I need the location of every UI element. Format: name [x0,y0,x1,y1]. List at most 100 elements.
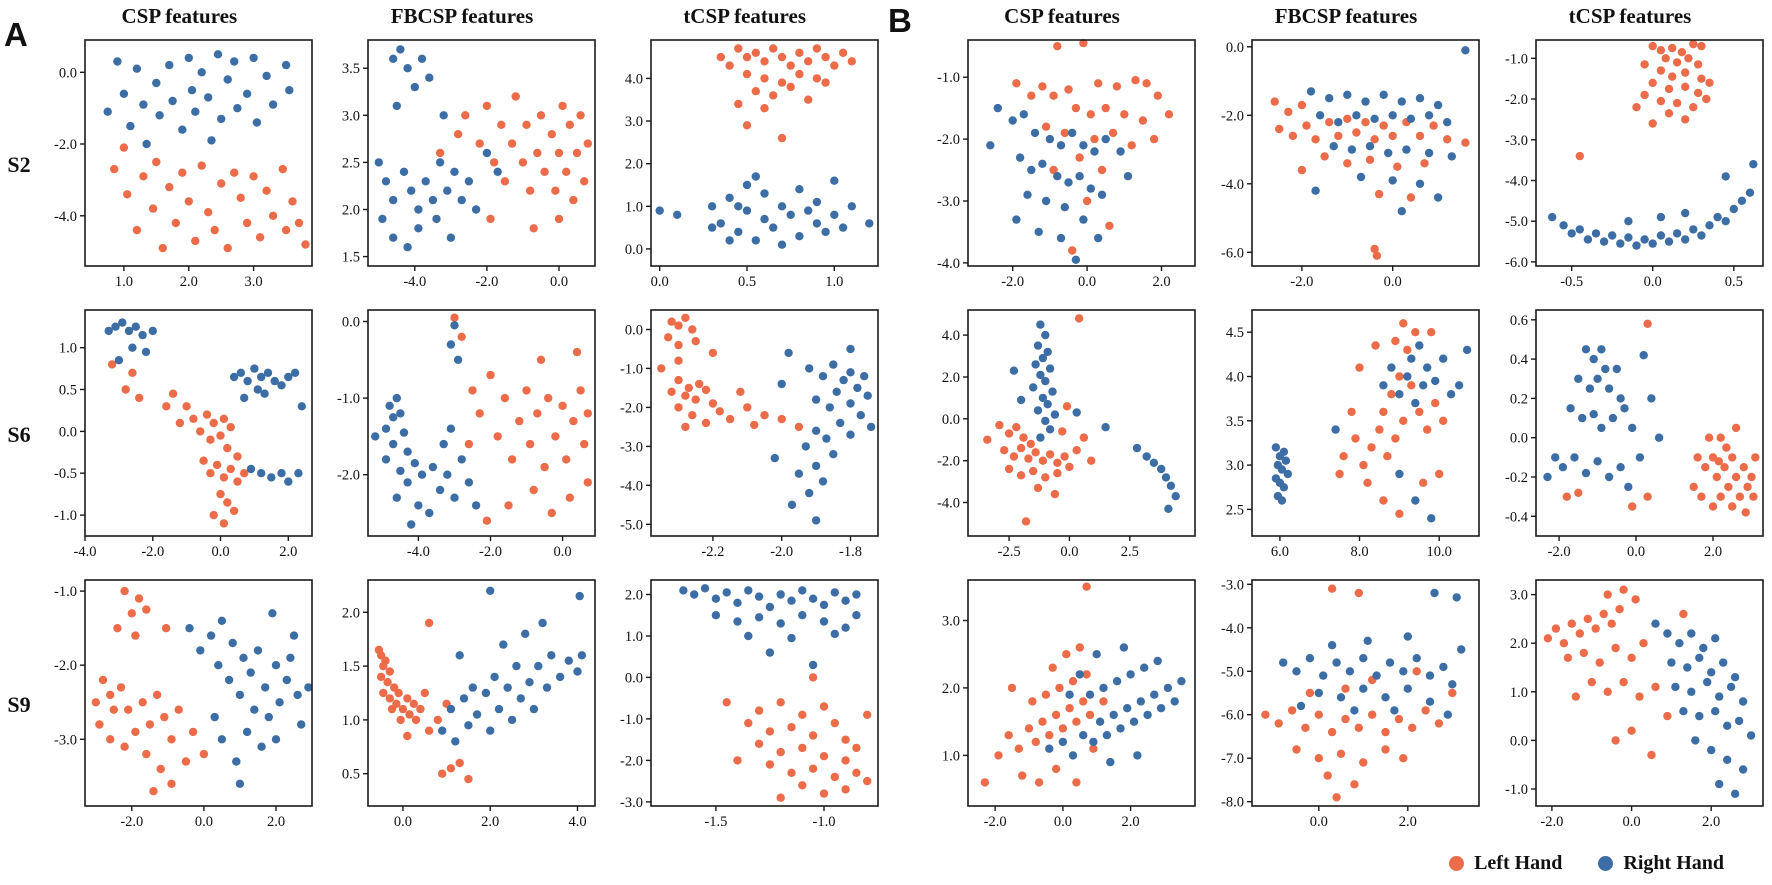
data-point [1024,724,1034,733]
x-tick-label: 2.0 [1704,544,1722,560]
data-point [500,393,510,403]
data-point [1713,212,1722,222]
data-point [1452,593,1461,602]
data-point [1415,407,1424,417]
data-point [765,760,774,769]
data-point [406,186,416,195]
data-point [742,403,752,412]
data-point [125,326,134,336]
data-point [1281,456,1291,465]
data-point [786,82,795,92]
data-point [482,516,492,525]
data-point [1343,90,1352,99]
data-point [1131,76,1140,85]
data-point [1397,97,1406,106]
data-point [983,435,992,444]
scatter-plot-a-s2-tcsp: 0.0 0.5 1.0 0.0 1.0 2.0 3.0 4.0 [603,30,886,300]
data-point [120,89,129,98]
data-point [768,91,778,100]
data-point [493,432,502,441]
data-point [1448,688,1457,698]
data-point [497,120,506,129]
y-tick-label: -2.0 [620,400,643,416]
data-point [174,705,184,714]
data-point [663,333,673,342]
data-point [1336,749,1346,758]
data-point [165,182,174,192]
data-point [583,409,592,418]
x-tick-label: 0.0 [1310,814,1328,830]
data-point [1735,492,1745,501]
data-point [451,737,460,746]
data-point [1563,653,1573,662]
data-point [551,432,560,441]
data-point [1279,483,1289,492]
data-point [1271,443,1281,452]
data-point [1094,79,1103,88]
data-point [1615,605,1624,614]
data-point [1048,387,1057,396]
y-tick-label: -4.0 [620,478,643,494]
data-point [689,590,699,599]
data-point [1597,423,1606,433]
data-point [1099,697,1108,706]
data-point [253,118,262,127]
data-point [847,202,856,211]
data-point [138,330,148,340]
data-point [794,48,804,57]
data-point [1608,231,1617,240]
scatter-plot-b-s9-fbcsp: 0.0 2.0 -3.0 -4.0 -5.0 -6.0 -7.0 -8.0 [1204,570,1488,840]
data-point [1604,472,1614,482]
data-point [536,355,546,364]
data-point [1446,390,1456,399]
data-point [417,54,427,63]
scatter-plot-a-s9-tcsp: -1.5 -1.0 2.0 1.0 0.0 -1.0 -2.0 -3.0 [603,570,886,840]
data-point [376,672,386,682]
y-tick-label: -2.0 [337,468,360,484]
data-point [680,422,690,432]
data-point [1031,360,1040,369]
data-point [482,148,492,158]
data-point [1632,241,1641,250]
data-point [841,623,850,632]
data-point [529,704,539,714]
y-tick-label: 0.2 [1510,391,1528,407]
data-point [1036,320,1045,329]
data-point [146,720,155,729]
data-point [819,789,828,798]
data-point [691,395,700,404]
data-point [1681,208,1690,218]
data-point [1361,118,1370,127]
data-point [403,478,412,487]
data-point [1722,443,1731,452]
data-point [450,493,459,502]
y-tick-label: 0.0 [1510,431,1528,447]
data-point [233,104,242,113]
data-point [249,172,259,181]
data-point [803,95,813,104]
data-point [218,735,227,744]
data-point [1731,472,1741,482]
data-point [200,749,209,759]
data-point [1681,235,1690,244]
data-point [1341,684,1350,693]
column-header-fbcsp-b: FBCSP features [1274,4,1418,28]
data-point [818,477,827,486]
y-tick-label: -1.0 [337,391,360,407]
data-point [158,243,168,253]
data-point [1672,58,1682,67]
data-point [1331,425,1340,434]
data-point [1639,639,1648,648]
data-point [1728,502,1737,511]
data-point [851,590,861,599]
data-point [859,372,869,381]
data-point [394,688,403,698]
data-point [435,485,445,495]
data-point [209,418,219,428]
data-point [1033,341,1043,350]
plot-border [84,39,314,267]
data-point [457,455,466,464]
legend-item-left-hand: Left Hand [1449,852,1562,875]
data-point [196,427,205,436]
y-tick-label: 3.0 [942,614,960,630]
